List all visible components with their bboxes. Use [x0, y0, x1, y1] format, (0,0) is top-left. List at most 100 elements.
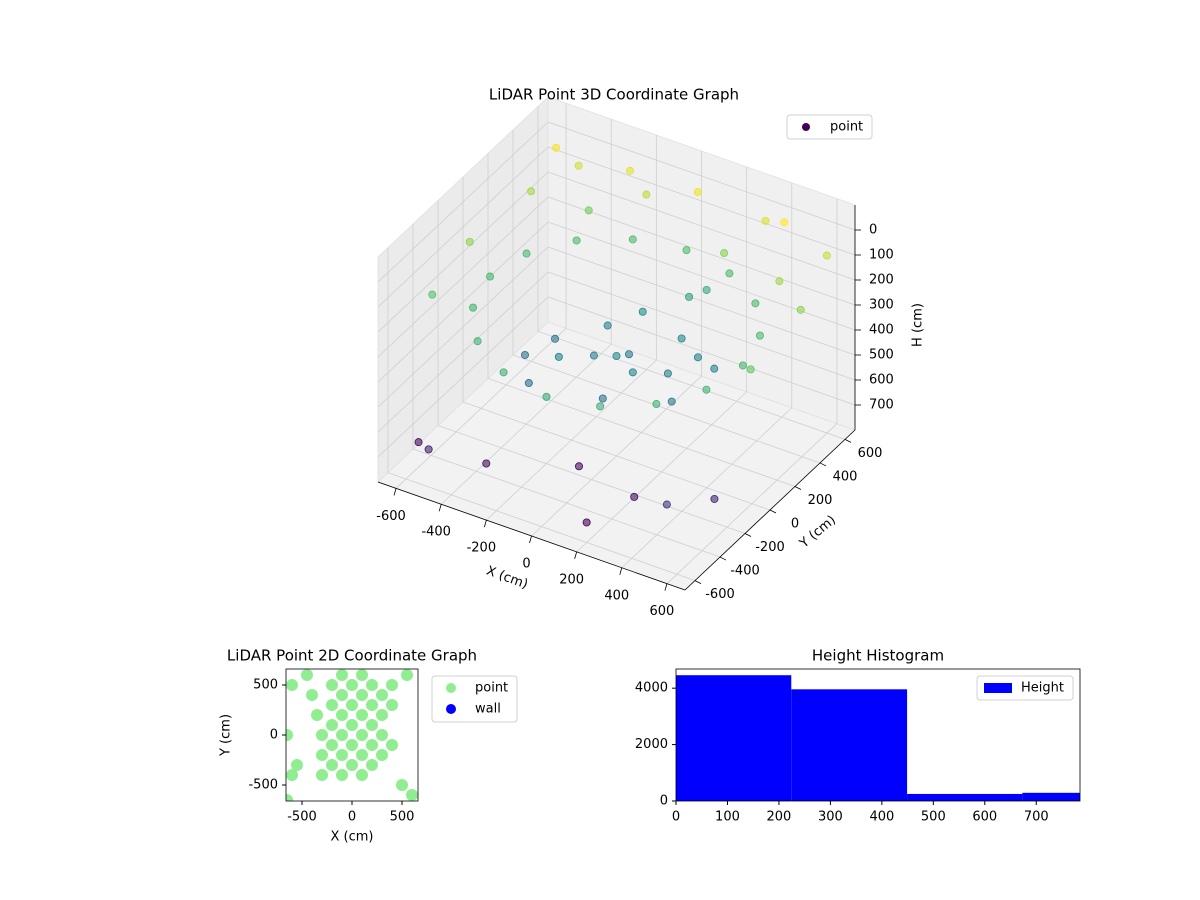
point: [574, 161, 583, 170]
point: [356, 749, 368, 761]
chart-title: LiDAR Point 2D Coordinate Graph: [227, 647, 477, 665]
point: [524, 379, 533, 388]
grid-line: [377, 146, 549, 308]
x-tick-label: 200: [767, 810, 792, 825]
y-axis-line: [684, 429, 856, 591]
point: [286, 729, 293, 741]
legend-label: point: [475, 681, 508, 696]
y-tick-label: 0: [660, 794, 668, 809]
point: [552, 143, 561, 152]
point: [596, 402, 605, 411]
grid-line: [537, 331, 846, 440]
point: [652, 400, 661, 409]
point: [336, 749, 348, 761]
legend-label: Height: [1021, 681, 1064, 696]
y-axis-label: Y (cm): [219, 714, 234, 757]
legend-marker: [984, 683, 1012, 693]
x-tick-label: -200: [467, 541, 497, 556]
grid-line: [547, 196, 856, 306]
point: [291, 759, 303, 771]
point: [286, 794, 293, 801]
x-tick-label: 100: [715, 810, 740, 825]
point: [428, 290, 437, 299]
point: [642, 190, 651, 199]
point: [522, 249, 531, 258]
point: [572, 236, 581, 245]
point: [628, 235, 637, 244]
point: [366, 739, 378, 751]
point: [406, 789, 418, 801]
point: [682, 246, 691, 255]
point: [316, 729, 328, 741]
point: [356, 729, 368, 741]
point: [346, 719, 358, 731]
y-tick-label: -500: [248, 778, 278, 793]
point: [589, 351, 598, 360]
x-tick-label: 300: [818, 810, 843, 825]
y-tick: [694, 580, 702, 584]
x-tick-label: 500: [921, 810, 946, 825]
x-tick-label: 0: [522, 557, 530, 572]
point: [346, 759, 358, 771]
point: [316, 769, 328, 781]
z-tick-label: 500: [869, 348, 894, 363]
point: [326, 739, 338, 751]
axes-frame: [675, 668, 1081, 802]
chart-title: Height Histogram: [812, 647, 944, 665]
point: [356, 709, 368, 721]
point: [366, 759, 378, 771]
point: [326, 679, 338, 691]
y-tick-label: -600: [705, 587, 735, 602]
point: [326, 699, 338, 711]
x-tick-label: 0: [672, 810, 680, 825]
grid-line: [437, 425, 746, 534]
point: [414, 438, 423, 447]
point: [626, 166, 635, 175]
x-tick: [529, 535, 532, 544]
point: [738, 361, 747, 370]
point: [755, 331, 764, 340]
point: [822, 251, 831, 260]
point: [702, 285, 711, 294]
grid-line: [377, 121, 549, 283]
point: [542, 392, 551, 401]
grid-line: [487, 378, 796, 487]
z-axis-label: H (cm): [911, 303, 926, 347]
y-tick-label: 0: [791, 517, 799, 532]
y-tick-label: 0: [270, 728, 278, 743]
grid-line: [412, 448, 721, 558]
legend-marker: [802, 123, 810, 131]
grid-line: [547, 121, 856, 231]
x-tick-label: 0: [348, 810, 356, 825]
point: [746, 365, 755, 374]
point: [346, 739, 358, 751]
point: [625, 350, 634, 359]
y-tick: [819, 462, 827, 467]
chart-title: LiDAR Point 3D Coordinate Graph: [489, 86, 739, 104]
point: [386, 739, 398, 751]
y-tick-label: -400: [730, 564, 760, 579]
legend-marker: [446, 704, 456, 714]
point: [520, 350, 529, 359]
point: [316, 749, 328, 761]
z-tick-label: 400: [869, 323, 894, 338]
x-tick-label: -600: [376, 509, 406, 524]
point: [702, 385, 711, 394]
y-axis-label: Y (cm): [796, 513, 839, 552]
point: [780, 218, 789, 227]
point: [667, 397, 676, 406]
grid-line: [387, 472, 696, 581]
point: [482, 459, 491, 468]
point: [603, 321, 612, 330]
y-tick-label: 200: [808, 493, 833, 508]
x-tick-label: 400: [604, 588, 629, 603]
point: [725, 269, 734, 278]
point: [326, 719, 338, 731]
point: [336, 769, 348, 781]
z-tick-label: 200: [869, 273, 894, 288]
x-tick: [619, 567, 623, 575]
point: [424, 445, 433, 454]
point: [401, 669, 413, 681]
x-tick-label: 600: [650, 604, 675, 619]
